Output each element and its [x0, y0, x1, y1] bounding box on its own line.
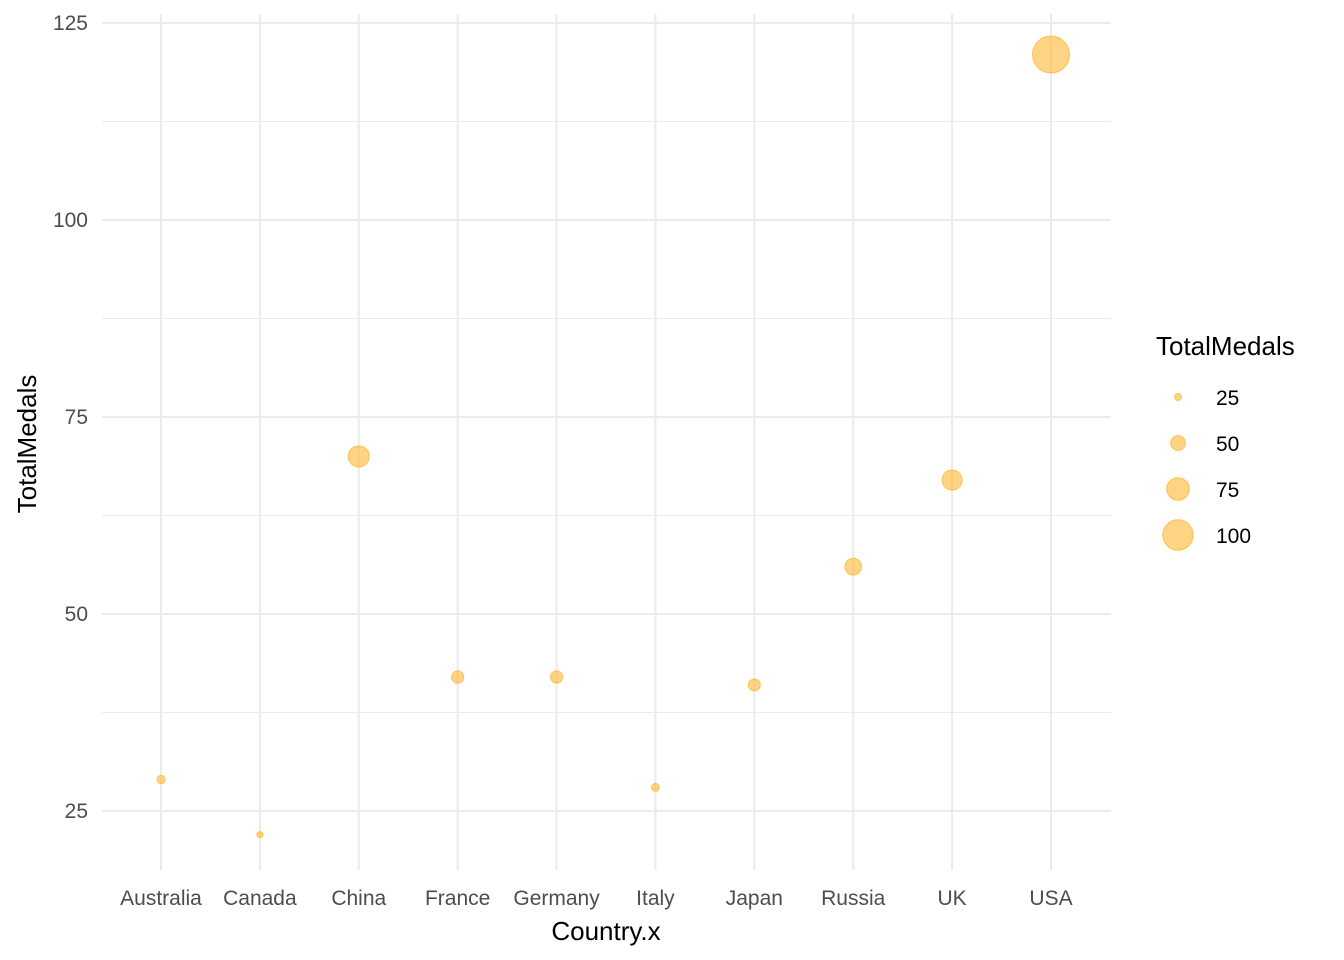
- data-point: [844, 557, 863, 576]
- y-tick-label: 25: [65, 800, 88, 823]
- x-tick-label: Australia: [120, 887, 202, 910]
- data-point: [651, 782, 660, 792]
- grid-lines: [102, 14, 1111, 870]
- x-tick-label: Japan: [726, 887, 783, 910]
- data-point: [549, 670, 564, 684]
- x-tick-label: Italy: [636, 887, 675, 910]
- y-tick-label: 125: [53, 12, 88, 35]
- x-tick-label: USA: [1029, 887, 1072, 910]
- legend-label: 50: [1216, 433, 1239, 456]
- y-tick-label: 100: [53, 209, 88, 232]
- data-point: [256, 831, 264, 839]
- data-point: [156, 774, 166, 785]
- x-tick-label: UK: [938, 887, 967, 910]
- legend-label: 75: [1216, 479, 1239, 502]
- data-point: [1032, 35, 1070, 74]
- legend: TotalMedals 25 50 75 100: [1156, 331, 1295, 551]
- data-point: [451, 670, 465, 684]
- legend-key: [1162, 519, 1194, 551]
- data-point: [747, 678, 761, 692]
- x-axis-title: Country.x: [551, 916, 660, 946]
- x-tick-label: Russia: [821, 887, 886, 910]
- x-tick-label: Germany: [513, 887, 600, 910]
- x-axis-ticks: Australia Canada China France Germany Italy Ja…: [120, 887, 1072, 910]
- data-points: [156, 35, 1070, 839]
- y-tick-label: 50: [65, 603, 88, 626]
- legend-key: [1170, 435, 1186, 451]
- legend-label: 25: [1216, 387, 1239, 410]
- data-point: [347, 445, 370, 468]
- x-tick-label: France: [425, 887, 490, 910]
- legend-label: 100: [1216, 525, 1251, 548]
- data-point: [941, 469, 963, 491]
- y-tick-label: 75: [65, 406, 88, 429]
- legend-key: [1166, 477, 1190, 501]
- x-tick-label: Canada: [223, 887, 297, 910]
- legend-key: [1174, 393, 1182, 401]
- y-axis-ticks: 25 50 75 100 125: [53, 12, 88, 823]
- x-tick-label: China: [331, 887, 386, 910]
- legend-title: TotalMedals: [1156, 331, 1295, 361]
- y-axis-title: TotalMedals: [12, 375, 42, 514]
